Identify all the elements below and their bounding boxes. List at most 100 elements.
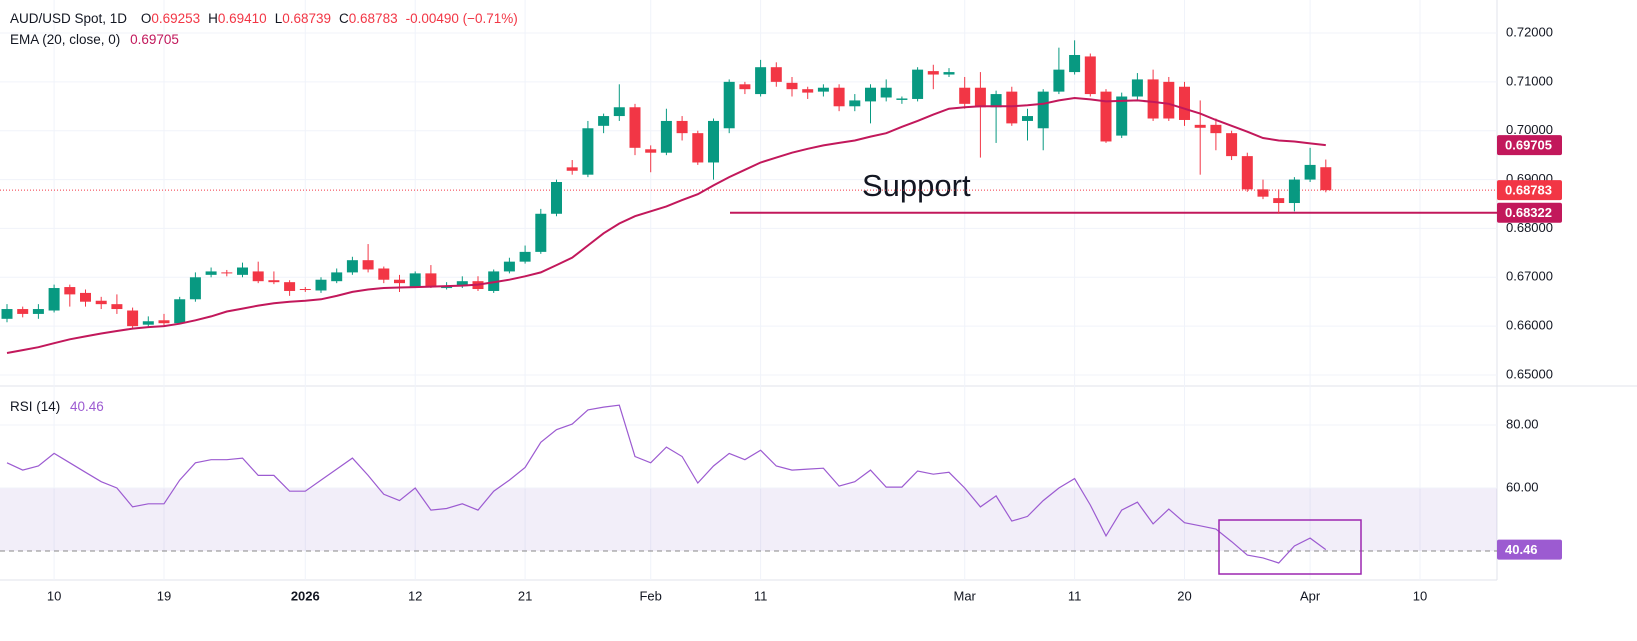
candle-body <box>425 273 437 287</box>
candle-body <box>409 273 421 288</box>
x-tick-label: 20 <box>1177 588 1191 603</box>
price-badge <box>1497 539 1562 560</box>
candle-body <box>284 282 296 291</box>
x-tick-label: 12 <box>408 588 422 603</box>
candle-body <box>189 277 201 300</box>
candle-body <box>142 321 154 325</box>
candle-body <box>299 289 311 291</box>
price-badge <box>1497 202 1562 223</box>
y-tick-label: 0.66000 <box>1506 318 1553 333</box>
candle-body <box>566 167 578 171</box>
candle-body <box>880 87 892 98</box>
x-tick-label: 2026 <box>291 588 320 603</box>
ohlc-value: 0.69410 <box>218 11 267 26</box>
candle-body <box>865 87 876 102</box>
candle-body <box>974 87 986 108</box>
candle-body <box>660 120 672 153</box>
candle-body <box>95 300 107 305</box>
x-tick-label: 19 <box>157 588 171 603</box>
candle-body <box>708 120 719 163</box>
candle-body <box>1 309 13 319</box>
candle-body <box>1194 124 1206 128</box>
candle-body <box>268 280 280 283</box>
candle-body <box>519 251 531 262</box>
rsi-line <box>6 404 1327 564</box>
y-tick-label: 0.71000 <box>1506 73 1553 88</box>
price-badge <box>1497 180 1562 201</box>
candle-body <box>1084 56 1096 95</box>
ema-name: EMA (20, close, 0) <box>10 32 120 47</box>
candle-body <box>1179 86 1190 120</box>
y-tick-label: 0.72000 <box>1506 24 1553 39</box>
grid <box>0 0 1497 580</box>
candle-body <box>362 260 374 270</box>
candle-body <box>1147 79 1159 119</box>
candle-body <box>896 98 908 100</box>
ohlc-key: L <box>275 11 283 26</box>
candle-body <box>1304 164 1316 180</box>
x-tick-label: 11 <box>754 588 768 603</box>
ohlc-value: 0.68783 <box>349 11 398 26</box>
candle-body <box>1210 124 1222 134</box>
candle-body <box>959 87 971 104</box>
annotation-box <box>1218 519 1362 575</box>
candle-body <box>1006 91 1018 124</box>
candle-body <box>32 309 44 314</box>
candle-body <box>1288 179 1300 204</box>
candle-body <box>127 310 139 327</box>
candle-body <box>1273 198 1285 204</box>
candle-body <box>645 149 657 153</box>
price-badge-label: 0.68322 <box>1505 205 1552 220</box>
candle-body <box>331 272 343 282</box>
y-tick-label: 0.65000 <box>1506 366 1553 381</box>
candle-body <box>943 72 955 75</box>
candle-body <box>676 120 688 134</box>
candle-body <box>1022 116 1033 121</box>
candle-body <box>786 82 798 90</box>
price-badge-label: 0.69705 <box>1505 138 1552 153</box>
candle-body <box>912 69 924 99</box>
candle-body <box>755 67 767 95</box>
price-badge <box>1497 135 1562 156</box>
candle-body <box>770 67 782 82</box>
candle-body <box>535 213 547 252</box>
candle-body <box>849 100 861 107</box>
y-tick-label: 0.68000 <box>1506 220 1553 235</box>
rsi-legend: RSI (14) 40.46 <box>10 399 104 414</box>
chart-header: AUD/USD Spot, 1D O0.69253 H0.69410 L0.6873… <box>10 11 518 26</box>
candle-body <box>174 299 186 324</box>
candle-body <box>1163 81 1175 119</box>
candle-body <box>1131 79 1143 97</box>
candle-body <box>1226 133 1238 157</box>
price-badge-label: 0.68783 <box>1505 183 1552 198</box>
candle-body <box>990 94 1002 108</box>
candle-body <box>802 89 814 93</box>
x-tick-label: Mar <box>954 588 977 603</box>
candle-body <box>817 87 829 92</box>
rsi-name: RSI (14) <box>10 399 60 414</box>
candle-body <box>315 279 327 291</box>
y-tick-label: 0.70000 <box>1506 122 1553 137</box>
change: -0.00490 (−0.71%) <box>406 11 518 26</box>
support-label: Support <box>862 168 971 203</box>
candle-body <box>927 71 939 75</box>
candle-body <box>613 107 625 117</box>
candle-body <box>378 268 390 280</box>
y-tick-label: 60.00 <box>1506 479 1539 494</box>
candle-body <box>551 182 562 214</box>
candle-body <box>221 272 233 274</box>
symbol: AUD/USD Spot, 1D <box>10 11 127 26</box>
ema-line <box>6 96 1326 354</box>
candle-body <box>598 116 610 126</box>
candle-body <box>1053 69 1065 92</box>
y-tick-label: 0.67000 <box>1506 269 1553 284</box>
candle-body <box>205 271 217 275</box>
ohlc-value: 0.68739 <box>282 11 331 26</box>
candle-body <box>1241 156 1253 190</box>
ohlc-value: 0.69253 <box>151 11 200 26</box>
candle-body <box>629 107 641 148</box>
candle-body <box>1116 96 1128 136</box>
candle-body <box>237 267 248 275</box>
x-tick-label: 10 <box>47 588 61 603</box>
price-badge-label: 40.46 <box>1505 542 1538 557</box>
